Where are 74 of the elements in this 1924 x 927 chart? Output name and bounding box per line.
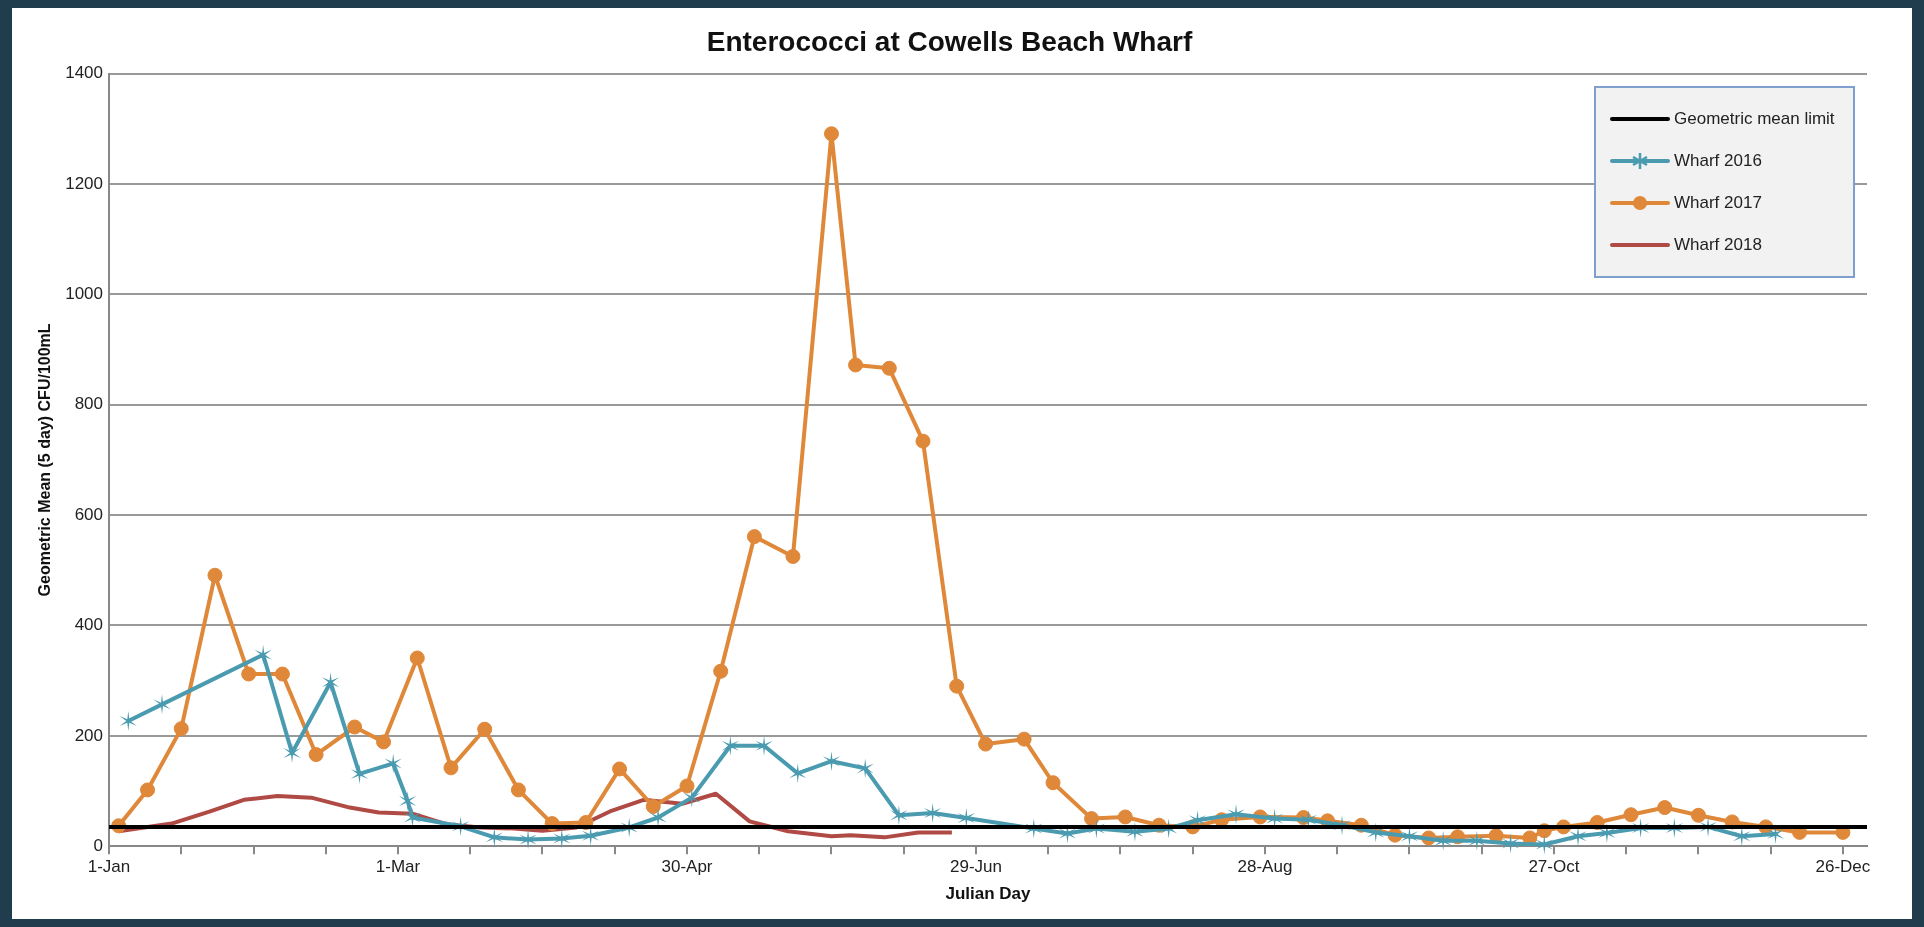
x-tick-label: 26-Dec	[1815, 857, 1871, 877]
legend-label: Wharf 2018	[1674, 234, 1762, 255]
point	[403, 807, 422, 828]
chart-title: Enterococci at Cowells Beach Wharf	[706, 25, 1193, 57]
point	[1016, 731, 1032, 747]
y-tick-label: 800	[74, 394, 104, 414]
legend-label: Geometric mean limit	[1674, 108, 1835, 129]
point	[822, 751, 841, 772]
point	[376, 734, 392, 750]
point	[645, 798, 661, 814]
x-tick-label: 30-Apr	[661, 857, 713, 877]
point	[119, 710, 137, 731]
x-tick-label: 1-Mar	[375, 857, 421, 877]
point	[1657, 800, 1673, 816]
y-tick-label: 1000	[65, 284, 104, 304]
y-tick-label: 0	[93, 835, 104, 855]
point	[274, 666, 290, 682]
legend-label: Wharf 2016	[1674, 150, 1762, 171]
point	[321, 672, 340, 693]
point	[1535, 834, 1553, 855]
point	[1084, 811, 1100, 827]
point	[1623, 807, 1639, 823]
point	[1117, 809, 1133, 825]
point	[789, 763, 807, 784]
x-axis-title: Julian Day	[945, 884, 1032, 904]
x-tick-label: 29-Jun	[949, 857, 1002, 877]
point	[173, 721, 189, 737]
point	[721, 735, 739, 756]
y-tick-label: 600	[74, 504, 104, 524]
point	[713, 663, 729, 679]
point	[1188, 810, 1207, 831]
point	[1058, 823, 1077, 844]
point	[856, 758, 874, 779]
point	[241, 666, 257, 682]
point	[443, 760, 459, 776]
point	[612, 761, 628, 777]
point	[1690, 807, 1706, 823]
point	[477, 721, 493, 737]
point	[923, 803, 942, 824]
point	[683, 787, 701, 808]
point	[140, 782, 156, 798]
x-tick-label: 27-Oct	[1528, 857, 1580, 877]
x-tick-label: 1-Jan	[87, 857, 131, 877]
y-tick-label: 400	[74, 615, 104, 635]
point	[1501, 833, 1520, 854]
point	[915, 433, 931, 449]
point	[553, 828, 571, 849]
y-tick-label: 1200	[65, 173, 104, 193]
point	[746, 529, 762, 545]
point	[949, 678, 965, 694]
point	[785, 548, 801, 564]
y-axis-title: Geometric Mean (5 day) CFU/100mL	[36, 323, 54, 597]
point	[308, 747, 324, 763]
point	[978, 736, 994, 752]
point	[881, 360, 897, 376]
point	[350, 763, 369, 784]
legend-label: Wharf 2017	[1674, 192, 1762, 213]
point	[347, 719, 363, 735]
point	[398, 790, 417, 811]
point	[848, 357, 864, 373]
point	[485, 827, 503, 848]
point	[1400, 826, 1419, 847]
y-tick-label: 1400	[65, 63, 104, 83]
point	[679, 778, 695, 794]
point	[384, 753, 402, 774]
point	[1766, 824, 1785, 845]
point	[510, 782, 526, 798]
point	[1733, 826, 1751, 847]
y-tick-label: 200	[74, 725, 104, 745]
point	[207, 567, 223, 583]
x-tick-label: 28-Aug	[1237, 857, 1293, 877]
point	[1045, 775, 1061, 791]
point	[823, 126, 839, 142]
point	[409, 650, 425, 666]
